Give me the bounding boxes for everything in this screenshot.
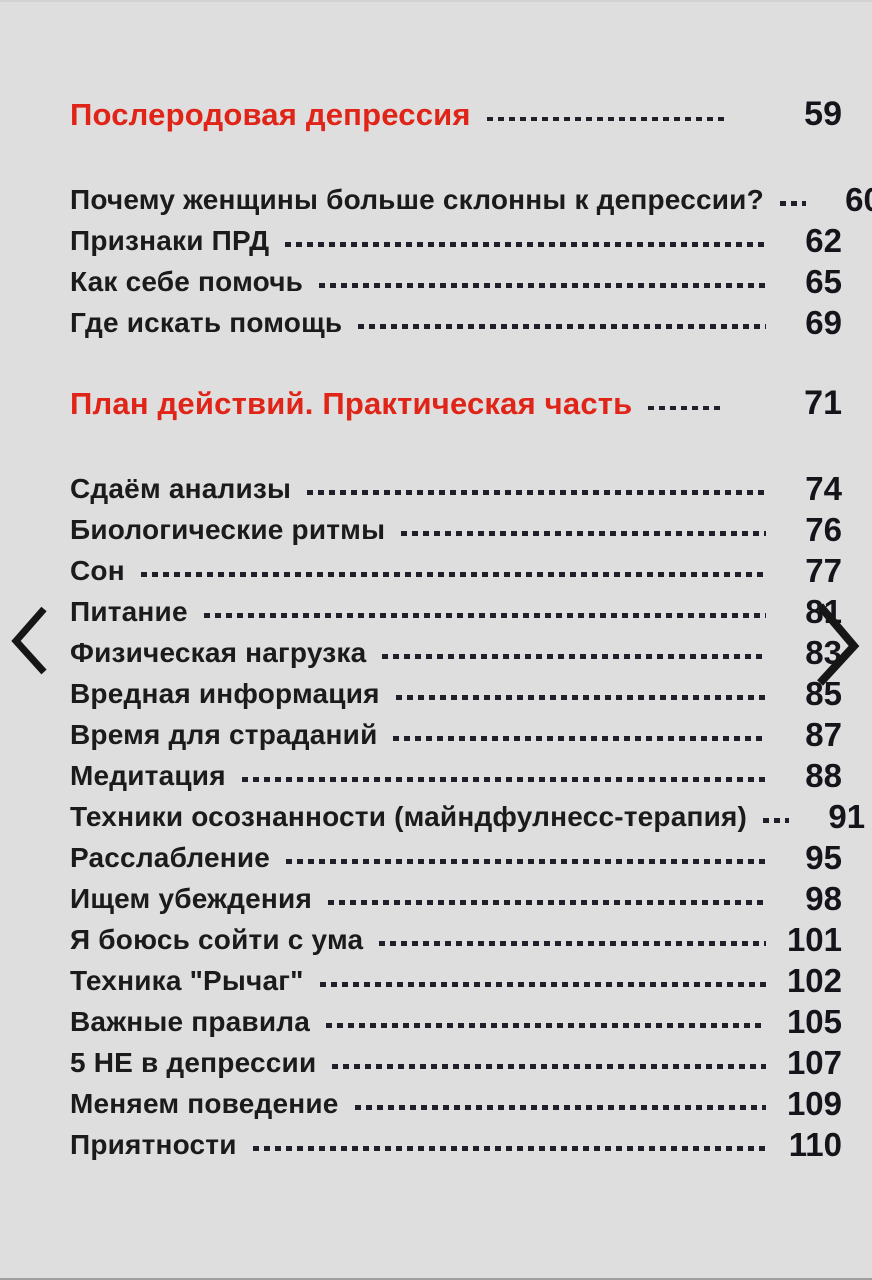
entry-title: Почему женщины больше склонны к депресси… bbox=[70, 183, 764, 215]
entry-page-number: 74 bbox=[805, 469, 842, 507]
toc-section-header[interactable]: Послеродовая депрессия 59 bbox=[70, 94, 842, 135]
toc-entry[interactable]: Почему женщины больше склонны к депресси… bbox=[70, 179, 872, 220]
section-title: Послеродовая депрессия bbox=[70, 96, 471, 132]
entry-title: Техники осознанности (майндфулнесс-терап… bbox=[70, 800, 748, 832]
entry-page-number: 60 bbox=[845, 180, 872, 218]
entry-title: Как себе помочь bbox=[70, 265, 304, 297]
dotted-leader bbox=[395, 695, 766, 700]
toc-entry[interactable]: Важные правила 105 bbox=[70, 1001, 842, 1042]
entry-title: Сон bbox=[70, 554, 125, 586]
entry-title: Ищем убеждения bbox=[70, 882, 312, 914]
toc-section-entries: Сдаём анализы 74 Биологические ритмы 76 … bbox=[70, 468, 865, 1165]
toc-entry[interactable]: Медитация 88 bbox=[70, 755, 842, 796]
entry-page-number: 101 bbox=[786, 920, 842, 958]
dotted-leader bbox=[401, 531, 766, 536]
entry-title: Вредная информация bbox=[70, 677, 380, 709]
toc-entry[interactable]: Время для страданий 87 bbox=[70, 714, 842, 755]
entry-page-number: 109 bbox=[786, 1084, 842, 1122]
toc-section-header[interactable]: План действий. Практическая часть 71 bbox=[70, 383, 842, 424]
dotted-leader bbox=[393, 736, 766, 741]
entry-title: Расслабление bbox=[70, 841, 271, 873]
dotted-leader bbox=[286, 859, 766, 864]
dotted-leader bbox=[379, 941, 766, 946]
entry-page-number: 62 bbox=[805, 221, 842, 259]
dotted-leader bbox=[354, 1105, 766, 1110]
toc-entry[interactable]: Я боюсь сойти с ума 101 bbox=[70, 919, 842, 960]
prev-page-button[interactable] bbox=[6, 604, 50, 676]
dotted-leader bbox=[332, 1064, 766, 1069]
entry-page-number: 110 bbox=[788, 1125, 842, 1163]
dotted-leader bbox=[319, 982, 766, 987]
toc-entry[interactable]: Физическая нагрузка 83 bbox=[70, 632, 842, 673]
toc-entry[interactable]: Вредная информация 85 bbox=[70, 673, 842, 714]
toc-section-entries: Почему женщины больше склонны к депресси… bbox=[70, 179, 872, 343]
section-page-number: 71 bbox=[804, 384, 842, 422]
entry-page-number: 65 bbox=[805, 262, 842, 300]
toc-entry[interactable]: Как себе помочь 65 bbox=[70, 261, 842, 302]
section-title: План действий. Практическая часть bbox=[70, 385, 633, 421]
toc-entry[interactable]: Приятности 110 bbox=[70, 1124, 842, 1165]
toc-entry[interactable]: Расслабление 95 bbox=[70, 837, 842, 878]
toc-entry[interactable]: Признаки ПРД 62 bbox=[70, 220, 842, 261]
toc-section: План действий. Практическая часть 71 Сда… bbox=[70, 383, 865, 1165]
entry-title: Признаки ПРД bbox=[70, 224, 270, 256]
toc-entry[interactable]: Техника "Рычаг" 102 bbox=[70, 960, 842, 1001]
entry-page-number: 88 bbox=[805, 756, 842, 794]
dotted-leader bbox=[326, 1023, 766, 1028]
entry-page-number: 102 bbox=[786, 961, 842, 999]
dotted-leader bbox=[319, 283, 766, 288]
entry-title: Техника "Рычаг" bbox=[70, 964, 304, 996]
entry-page-number: 107 bbox=[786, 1043, 842, 1081]
entry-page-number: 87 bbox=[805, 715, 842, 753]
entry-title: Сдаём анализы bbox=[70, 472, 292, 504]
entry-title: Приятности bbox=[70, 1128, 237, 1160]
entry-page-number: 95 bbox=[805, 838, 842, 876]
dotted-leader bbox=[779, 201, 806, 206]
table-of-contents: Послеродовая депрессия 59 Почему женщины… bbox=[70, 94, 872, 1165]
section-page-number: 59 bbox=[804, 95, 842, 133]
chevron-right-icon bbox=[812, 598, 862, 690]
dotted-leader bbox=[252, 1146, 766, 1151]
dotted-leader bbox=[382, 654, 766, 659]
entry-title: Меняем поведение bbox=[70, 1087, 339, 1119]
next-page-button[interactable] bbox=[812, 598, 862, 690]
entry-title: Важные правила bbox=[70, 1005, 310, 1037]
dotted-leader bbox=[486, 116, 724, 121]
entry-title: 5 НЕ в депрессии bbox=[70, 1046, 317, 1078]
toc-entry[interactable]: Техники осознанности (майндфулнесс-терап… bbox=[70, 796, 865, 837]
toc-entry[interactable]: Сдаём анализы 74 bbox=[70, 468, 842, 509]
entry-page-number: 98 bbox=[805, 879, 842, 917]
toc-entry[interactable]: Ищем убеждения 98 bbox=[70, 878, 842, 919]
toc-entry[interactable]: Сон 77 bbox=[70, 550, 842, 591]
entry-page-number: 69 bbox=[805, 303, 842, 341]
toc-entry[interactable]: 5 НЕ в депрессии 107 bbox=[70, 1042, 842, 1083]
dotted-leader bbox=[285, 242, 766, 247]
toc-entry[interactable]: Биологические ритмы 76 bbox=[70, 509, 842, 550]
entry-title: Биологические ритмы bbox=[70, 513, 386, 545]
entry-title: Медитация bbox=[70, 759, 226, 791]
entry-page-number: 105 bbox=[786, 1002, 842, 1040]
entry-title: Время для страданий bbox=[70, 718, 378, 750]
toc-section: Послеродовая депрессия 59 Почему женщины… bbox=[70, 94, 872, 343]
entry-page-number: 76 bbox=[805, 510, 842, 548]
dotted-leader bbox=[763, 818, 790, 823]
toc-entry[interactable]: Питание 81 bbox=[70, 591, 842, 632]
dotted-leader bbox=[648, 405, 724, 410]
toc-entry[interactable]: Меняем поведение 109 bbox=[70, 1083, 842, 1124]
entry-title: Где искать помощь bbox=[70, 306, 343, 338]
entry-page-number: 91 bbox=[828, 797, 866, 835]
dotted-leader bbox=[327, 900, 766, 905]
entry-title: Физическая нагрузка bbox=[70, 636, 367, 668]
dotted-leader bbox=[203, 613, 766, 618]
dotted-leader bbox=[241, 777, 766, 782]
dotted-leader bbox=[358, 324, 766, 329]
entry-title: Питание bbox=[70, 595, 188, 627]
toc-entry[interactable]: Где искать помощь 69 bbox=[70, 302, 842, 343]
chevron-left-icon bbox=[6, 604, 50, 676]
entry-title: Я боюсь сойти с ума bbox=[70, 923, 364, 955]
entry-page-number: 77 bbox=[805, 551, 842, 589]
dotted-leader bbox=[307, 490, 766, 495]
dotted-leader bbox=[140, 572, 766, 577]
